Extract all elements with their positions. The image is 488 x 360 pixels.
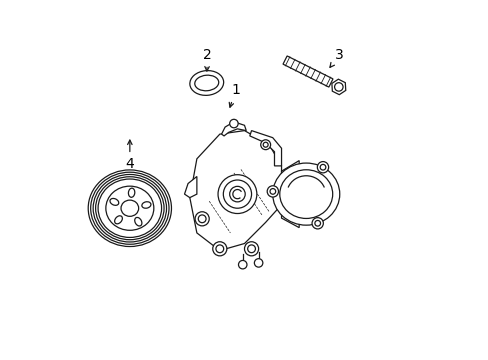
- Circle shape: [244, 242, 258, 256]
- Text: 1: 1: [229, 83, 240, 107]
- Polygon shape: [331, 79, 345, 95]
- Circle shape: [263, 142, 267, 147]
- Ellipse shape: [272, 163, 339, 225]
- Circle shape: [218, 175, 256, 213]
- Polygon shape: [189, 131, 281, 251]
- Ellipse shape: [114, 216, 122, 224]
- Circle shape: [247, 245, 255, 253]
- Ellipse shape: [128, 188, 135, 197]
- Circle shape: [317, 162, 328, 173]
- Ellipse shape: [121, 200, 139, 216]
- Polygon shape: [184, 176, 197, 198]
- Ellipse shape: [98, 179, 161, 238]
- Circle shape: [311, 218, 323, 229]
- Polygon shape: [221, 122, 246, 136]
- Circle shape: [216, 245, 223, 253]
- Circle shape: [266, 186, 278, 197]
- Circle shape: [195, 212, 209, 226]
- Ellipse shape: [142, 202, 151, 208]
- Ellipse shape: [105, 186, 154, 230]
- Text: 2: 2: [203, 48, 211, 71]
- Circle shape: [334, 83, 343, 91]
- Polygon shape: [249, 131, 281, 166]
- Circle shape: [229, 119, 238, 128]
- Polygon shape: [283, 56, 332, 87]
- Circle shape: [269, 189, 275, 194]
- Text: 3: 3: [329, 48, 344, 67]
- Circle shape: [254, 259, 263, 267]
- Circle shape: [212, 242, 226, 256]
- Circle shape: [314, 220, 320, 226]
- Circle shape: [260, 140, 270, 150]
- Ellipse shape: [135, 217, 142, 226]
- Ellipse shape: [279, 170, 332, 219]
- Text: 4: 4: [125, 140, 134, 171]
- Circle shape: [229, 186, 244, 202]
- Circle shape: [238, 260, 246, 269]
- Circle shape: [320, 165, 325, 170]
- Circle shape: [223, 180, 251, 208]
- Polygon shape: [281, 161, 299, 228]
- Ellipse shape: [110, 198, 119, 205]
- Circle shape: [198, 215, 205, 223]
